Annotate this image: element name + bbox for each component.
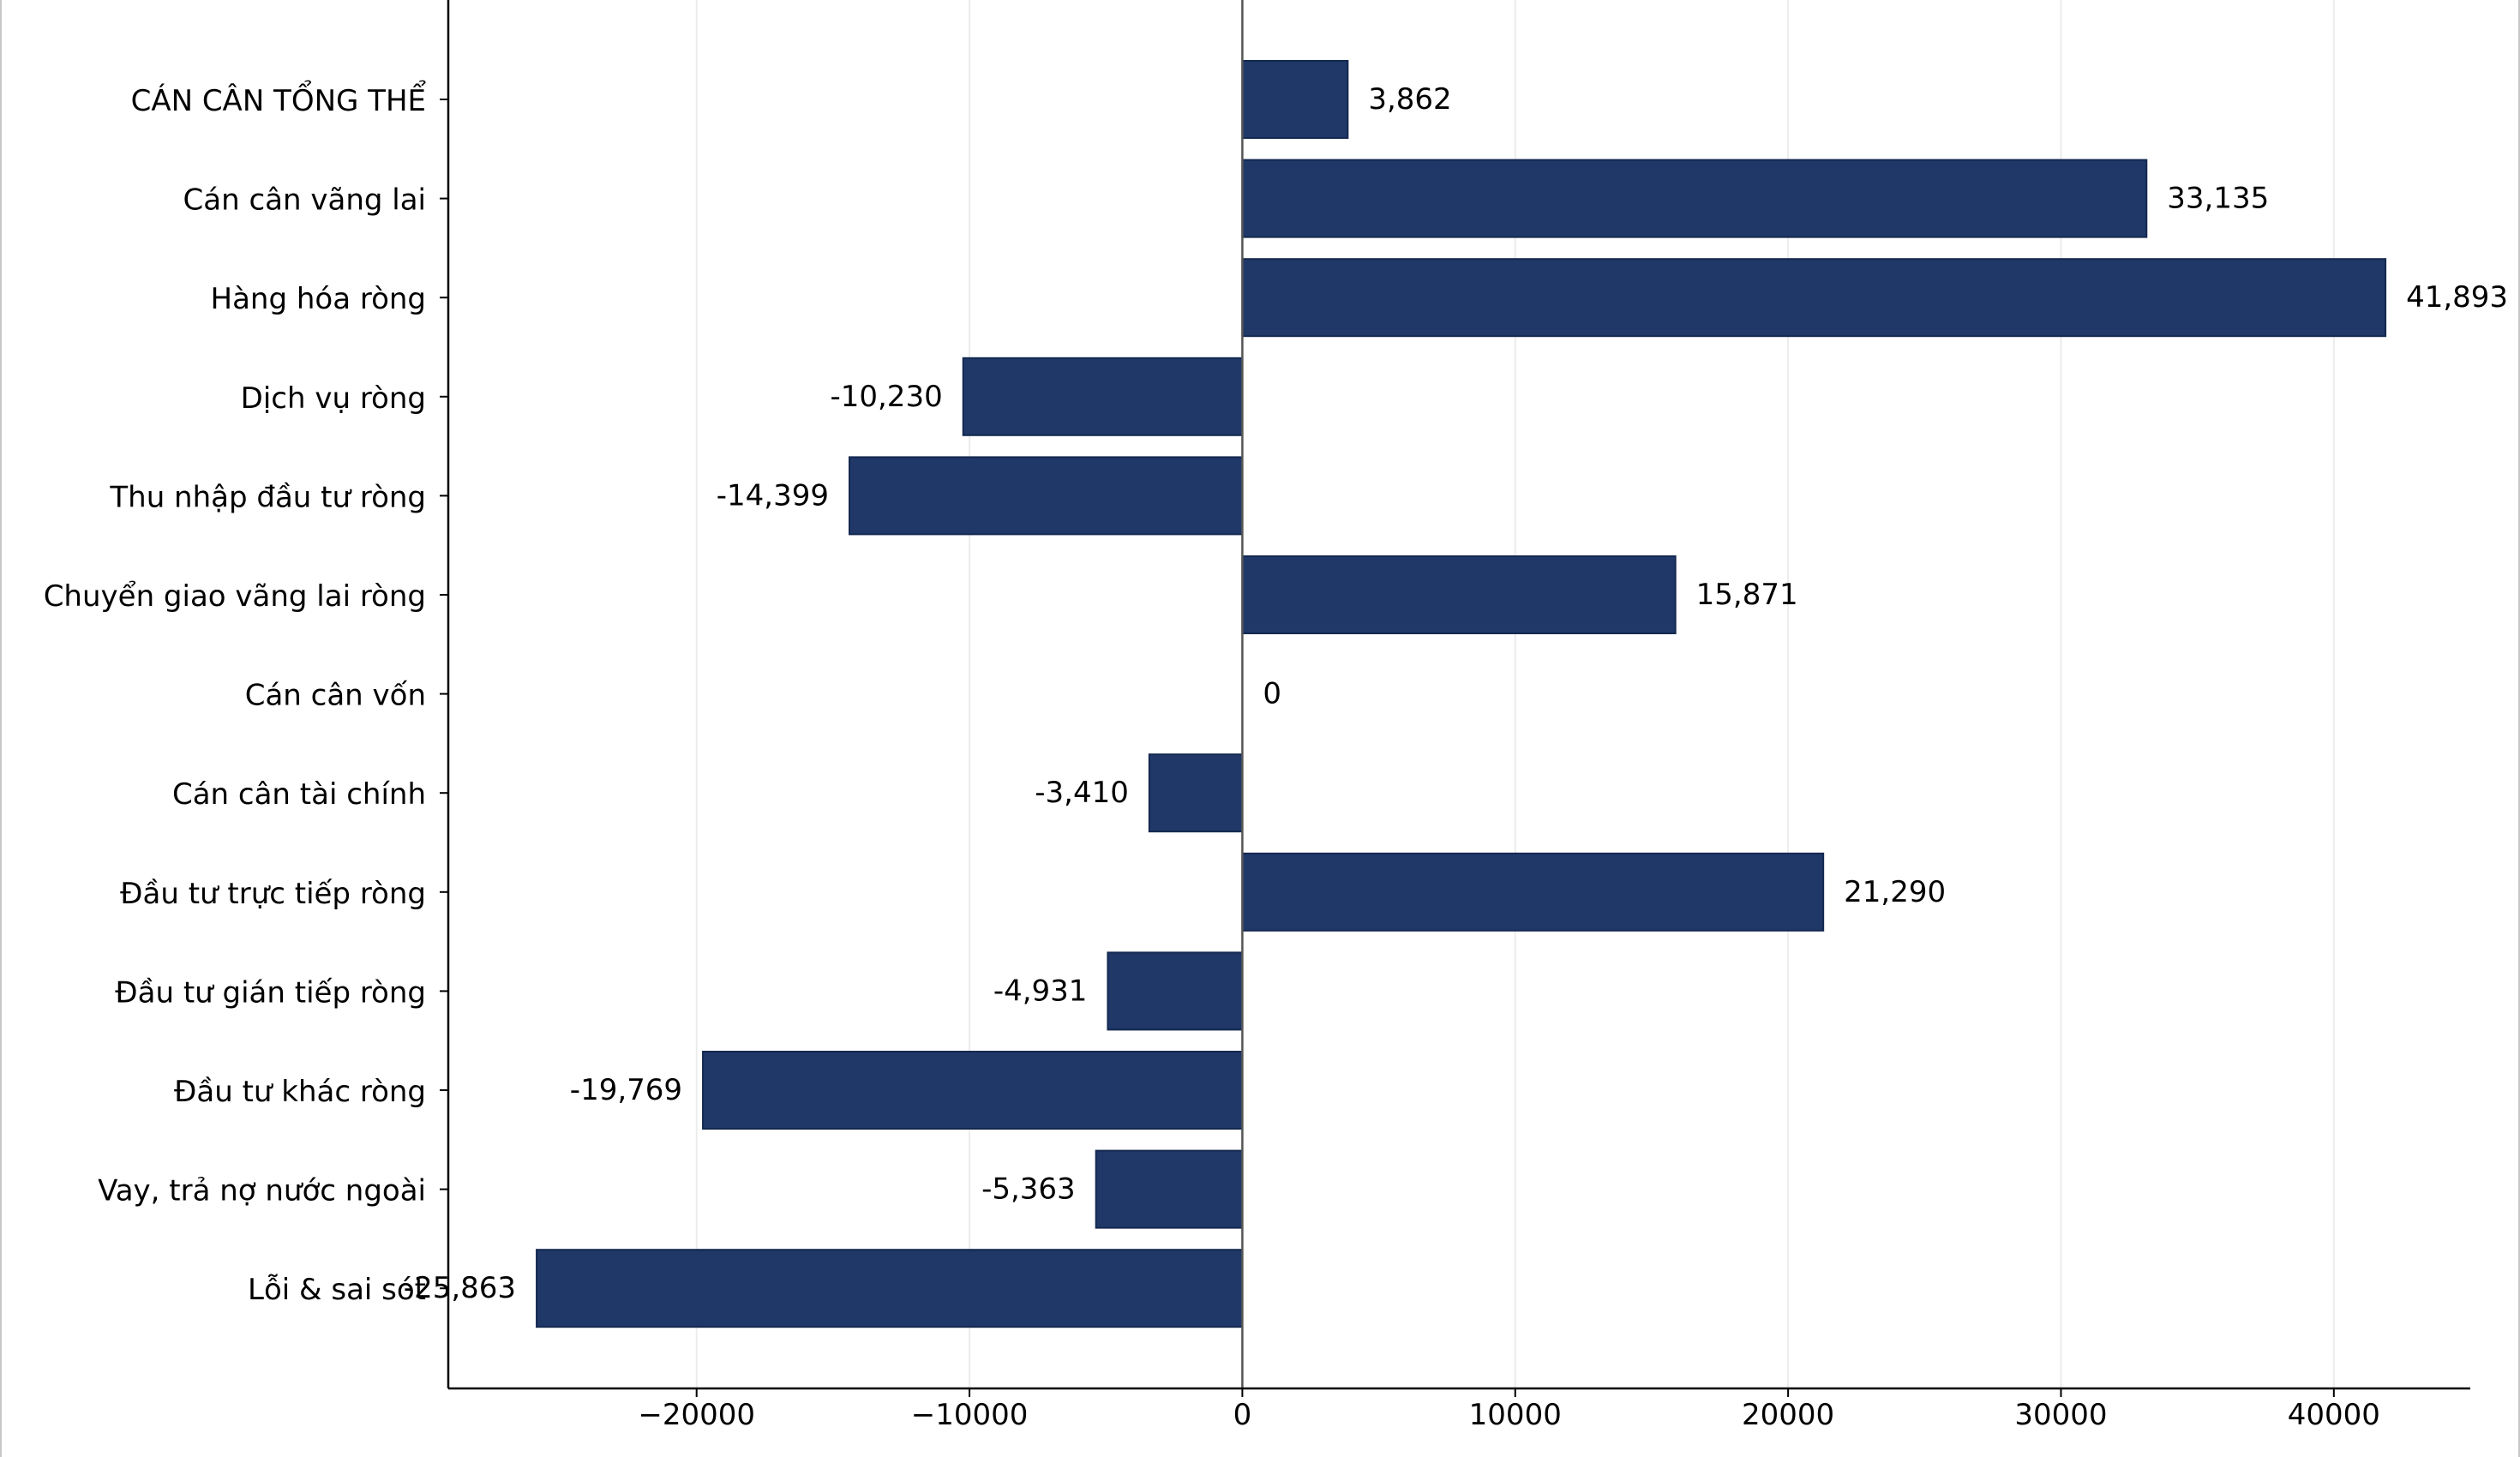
- page-edge-left: [0, 0, 2, 1457]
- value-label-2: 41,893: [2406, 280, 2508, 315]
- category-label-8: Đầu tư trực tiếp ròng: [120, 877, 426, 911]
- bar-12: [536, 1249, 1244, 1328]
- x-tick-label-5: 30000: [2014, 1398, 2107, 1432]
- value-label-1: 33,135: [2167, 182, 2269, 216]
- value-label-12: -25,863: [404, 1271, 516, 1305]
- page-edge-right: [2518, 0, 2520, 1457]
- category-label-5: Chuyển giao vãng lai ròng: [44, 579, 426, 614]
- category-label-12: Lỗi & sai sót: [248, 1273, 426, 1307]
- category-label-7: Cán cân tài chính: [172, 777, 426, 812]
- x-tick-label-0: −20000: [638, 1398, 755, 1432]
- category-label-1: Cán cân vãng lai: [183, 183, 426, 218]
- x-tick-label-1: −10000: [911, 1398, 1029, 1432]
- category-label-10: Đầu tư khác ròng: [174, 1075, 426, 1109]
- bar-5: [1241, 555, 1677, 634]
- value-label-11: -5,363: [981, 1172, 1076, 1207]
- bar-0: [1241, 60, 1349, 139]
- value-label-10: -19,769: [570, 1073, 682, 1107]
- bar-9: [1107, 951, 1244, 1031]
- axes: CÁN CÂN TỔNG THỂ Cán cân vãng lai Hàng hóa…: [44, 0, 2470, 1432]
- x-tick-label-6: 40000: [2288, 1398, 2380, 1432]
- value-label-6: 0: [1263, 677, 1281, 711]
- bar-7: [1148, 753, 1244, 833]
- value-label-8: 21,290: [1844, 875, 1946, 909]
- bar-2: [1241, 258, 2387, 338]
- x-tick-label-3: 10000: [1469, 1398, 1562, 1432]
- value-label-9: -4,931: [993, 974, 1088, 1008]
- category-label-2: Hàng hóa ròng: [211, 282, 427, 316]
- category-label-4: Thu nhập đầu tư ròng: [109, 480, 426, 514]
- value-label-0: 3,862: [1368, 82, 1451, 117]
- category-label-0: CÁN CÂN TỔNG THỂ: [131, 79, 427, 118]
- bar-8: [1241, 852, 1825, 932]
- value-label-3: -10,230: [830, 380, 942, 414]
- x-tick-label-2: 0: [1233, 1398, 1252, 1432]
- category-label-9: Đầu tư gián tiếp ròng: [115, 975, 426, 1010]
- bar-3: [962, 357, 1244, 436]
- category-label-6: Cán cân vốn: [245, 679, 426, 713]
- bar-1: [1241, 159, 2148, 238]
- grid-lines: [695, 0, 2335, 1388]
- x-tick-label-4: 20000: [1742, 1398, 1834, 1432]
- bar-10: [702, 1051, 1244, 1130]
- category-label-3: Dịch vụ ròng: [241, 381, 426, 416]
- bar-4: [849, 456, 1244, 536]
- value-labels: 3,862 33,135 41,893 -10,230 -14,399 15,871 0 -3…: [404, 82, 2508, 1305]
- category-label-11: Vay, trả nợ nước ngoài: [98, 1174, 426, 1208]
- value-label-7: -3,410: [1035, 776, 1129, 810]
- bars: [536, 60, 2387, 1328]
- value-label-4: -14,399: [717, 478, 829, 513]
- value-label-5: 15,871: [1696, 578, 1798, 612]
- bar-11: [1095, 1149, 1244, 1229]
